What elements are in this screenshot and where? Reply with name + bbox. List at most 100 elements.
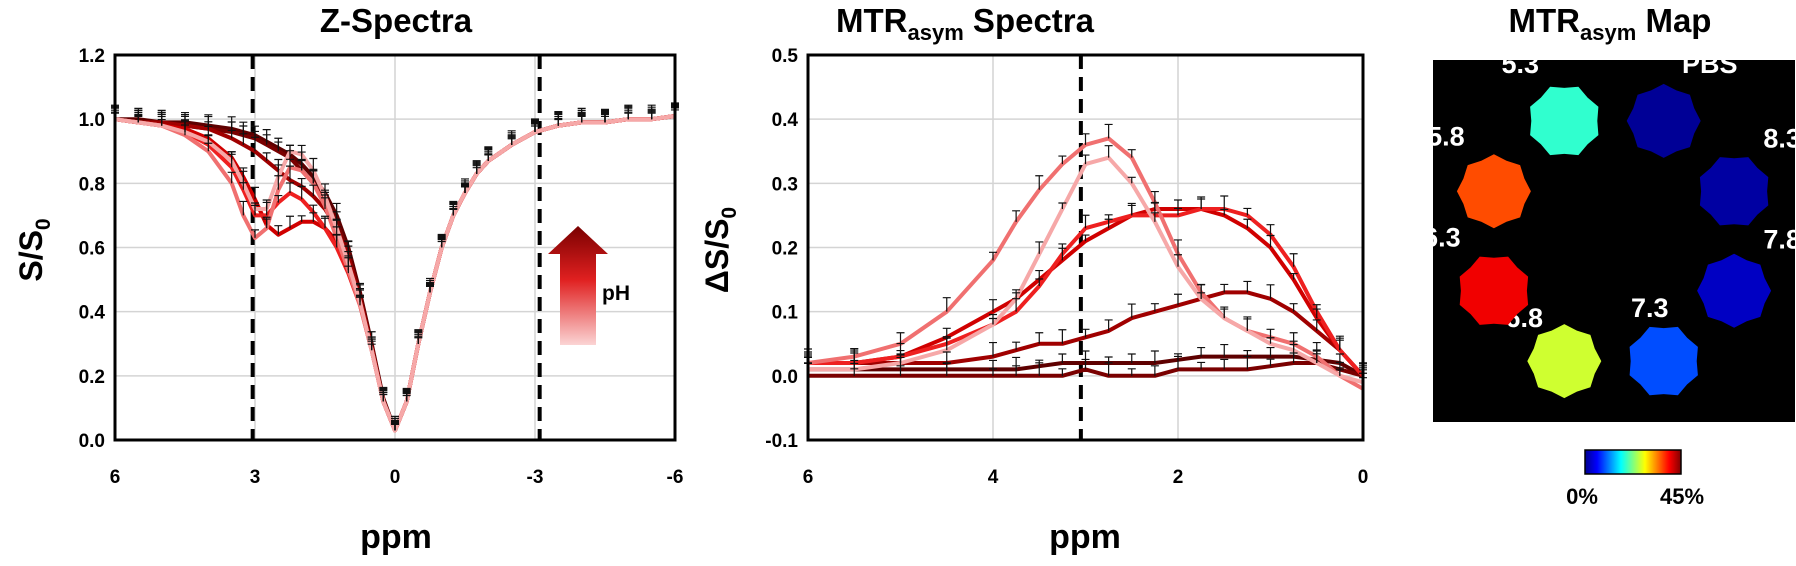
mtr-error-bar-2-18 bbox=[1312, 319, 1321, 331]
zspec-error-bar-6-16 bbox=[356, 295, 364, 303]
mtr-error-bar-0-16 bbox=[1266, 346, 1275, 357]
zspec-error-bar-2-5 bbox=[227, 129, 236, 139]
mtr-title-sub: asym bbox=[907, 20, 963, 45]
mtr-error-bar-1-7 bbox=[1058, 368, 1067, 376]
zspec-error-bar-6-30 bbox=[554, 112, 563, 126]
mtr-error-bar-5-10 bbox=[1127, 149, 1136, 158]
zspec-error-bar-6-25 bbox=[461, 186, 469, 193]
mtr-y-tick-label: 0.4 bbox=[772, 110, 799, 131]
map-sample-label: 8.3 bbox=[1763, 123, 1796, 153]
mtr-error-bar-1-2 bbox=[896, 365, 905, 376]
zspec-error-bar-6-34 bbox=[647, 112, 656, 120]
zspec-y-tick-label: 0.2 bbox=[79, 367, 105, 388]
map-title: MTRasym Map bbox=[1509, 2, 1712, 45]
mtr-error-bar-5-13 bbox=[1197, 283, 1206, 293]
zspec-error-bar-6-12 bbox=[309, 157, 318, 171]
zspec-error-bar-3-7 bbox=[251, 186, 259, 200]
mtr-error-bar-4-15 bbox=[1243, 207, 1252, 216]
zspec-plot-frame bbox=[113, 53, 677, 442]
zspec-error-bar-6-2 bbox=[157, 115, 166, 126]
mtr-error-bar-6-12 bbox=[1174, 254, 1182, 267]
zspec-error-bar-5-6 bbox=[239, 200, 248, 216]
zspec-y-label-main: S/S bbox=[13, 230, 49, 282]
mtr-error-bar-2-11 bbox=[1150, 303, 1159, 312]
zspec-error-bar-6-11 bbox=[297, 144, 306, 155]
zspec-error-bar-6-5 bbox=[227, 151, 236, 161]
mtr-error-bar-2-9 bbox=[1104, 319, 1113, 331]
mtr-error-bar-1-5 bbox=[1012, 365, 1021, 376]
zspec-error-bar-3-9 bbox=[274, 225, 283, 235]
zspec-error-bar-5-10 bbox=[286, 158, 294, 168]
mtr-plot-frame bbox=[806, 53, 1365, 442]
mtr-error-bar-1-12 bbox=[1174, 355, 1182, 370]
mtr-error-bar-2-10 bbox=[1127, 303, 1136, 319]
zspec-error-bar-6-10 bbox=[286, 144, 294, 152]
mtr-error-bar-1-16 bbox=[1266, 358, 1275, 367]
mtr-error-bar-6-17 bbox=[1289, 340, 1298, 351]
mtr-y-tick-label: -0.1 bbox=[765, 431, 798, 452]
map-sample-3 bbox=[1697, 253, 1772, 328]
mtr-error-bar-0-7 bbox=[1058, 353, 1067, 363]
mtr-error-bar-6-9 bbox=[1104, 145, 1113, 158]
mtr-error-bar-4-13 bbox=[1197, 198, 1206, 209]
zspec-x-tick-label: 6 bbox=[110, 467, 121, 488]
mtr-error-bar-2-15 bbox=[1243, 280, 1252, 293]
map-sample-0 bbox=[1530, 86, 1599, 156]
mtr-error-bar-4-8 bbox=[1081, 214, 1090, 229]
zspec-error-bar-6-8 bbox=[262, 199, 271, 209]
mtr-y-label-main: ΔS/S bbox=[699, 219, 735, 294]
map-sample-label: 7.3 bbox=[1631, 293, 1669, 323]
zspec-y-label: S/S0 bbox=[13, 218, 55, 281]
mtr-error-bar-4-12 bbox=[1174, 207, 1182, 216]
map-sample-6 bbox=[1459, 256, 1529, 325]
mtr-error-bar-6-13 bbox=[1197, 292, 1206, 299]
mtr-error-bar-1-13 bbox=[1197, 361, 1206, 370]
zspec-error-bar-6-14 bbox=[332, 218, 341, 229]
map-sample-label: 5.3 bbox=[1501, 49, 1539, 79]
mtr-error-bar-6-3 bbox=[942, 337, 951, 351]
mtr-error-bar-6-11 bbox=[1150, 212, 1159, 222]
zspec-error-bar-6-27 bbox=[484, 148, 493, 161]
zspec-series-line-6 bbox=[114, 114, 676, 433]
mtr-error-bar-0-13 bbox=[1197, 346, 1206, 357]
mtr-error-bar-1-11 bbox=[1150, 365, 1159, 376]
mtr-error-bar-6-8 bbox=[1081, 154, 1090, 165]
mtr-y-tick-label: 0.5 bbox=[772, 46, 799, 67]
map-title-main: MTR bbox=[1509, 2, 1581, 39]
map-colorbar-min-label: 0% bbox=[1566, 484, 1598, 509]
zspec-error-bar-5-7 bbox=[251, 229, 259, 238]
zspec-error-bar-1-8 bbox=[262, 134, 271, 145]
map-sample-label: 5.8 bbox=[1427, 121, 1465, 151]
mtr-error-bar-5-11 bbox=[1150, 190, 1159, 203]
mtr-error-bar-2-16 bbox=[1266, 284, 1275, 299]
map-background bbox=[1433, 60, 1795, 422]
zspec-title: Z-Spectra bbox=[320, 2, 473, 39]
zspec-error-bar-5-5 bbox=[227, 171, 236, 184]
mtr-error-bar-5-7 bbox=[1058, 155, 1067, 165]
mtr-error-bar-0-14 bbox=[1220, 343, 1229, 357]
mtr-error-bar-1-9 bbox=[1104, 362, 1113, 376]
zspec-error-bar-4-11 bbox=[297, 185, 306, 200]
zspec-error-bar-1-9 bbox=[274, 137, 283, 152]
zspec-error-bar-1-6 bbox=[239, 121, 248, 136]
mtr-y-tick-label: 0.1 bbox=[772, 303, 799, 324]
mtr-error-bar-5-5 bbox=[1012, 210, 1021, 222]
map-sample-label: 6.3 bbox=[1423, 223, 1461, 253]
mtr-error-bar-6-18 bbox=[1312, 350, 1321, 363]
ph-arrow bbox=[548, 226, 608, 345]
mtr-error-bar-4-6 bbox=[1035, 278, 1044, 286]
mtr-error-bar-2-12 bbox=[1174, 293, 1182, 306]
map-sample-label: PBS bbox=[1682, 49, 1738, 79]
mtr-y-ticks: -0.1 0.0 0.1 0.2 0.3 0.4 0.5 bbox=[765, 46, 798, 452]
mtr-error-bar-2-14 bbox=[1220, 283, 1229, 293]
zspec-series bbox=[114, 114, 676, 433]
mtr-error-bar-2-6 bbox=[1035, 332, 1044, 344]
mtr-error-bar-3-16 bbox=[1266, 234, 1275, 248]
mtr-error-bar-5-8 bbox=[1081, 133, 1090, 145]
mtr-error-bar-4-10 bbox=[1127, 204, 1136, 216]
mtr-error-bar-2-4 bbox=[989, 341, 997, 357]
zspec-error-bar-5-4 bbox=[204, 142, 213, 152]
